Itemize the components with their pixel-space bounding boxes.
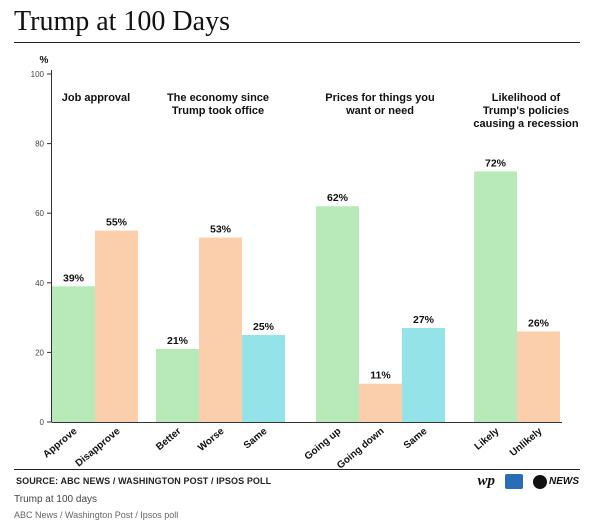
category-label: Going up [303, 426, 344, 463]
y-tick-label: 40 [35, 279, 44, 288]
footer-rule [14, 469, 580, 470]
bar [199, 237, 242, 422]
data-label: 72% [485, 157, 507, 169]
data-label: 62% [327, 192, 349, 204]
ipsos-logo [505, 474, 523, 489]
bar [517, 331, 560, 422]
category-label: Going down [335, 426, 386, 470]
source-note: SOURCE: ABC NEWS / WASHINGTON POST / IPS… [16, 476, 272, 486]
data-label: 53% [210, 224, 232, 236]
bar [359, 383, 402, 422]
category-label: Approve [41, 426, 79, 461]
y-tick-label: 100 [31, 70, 45, 79]
data-label: 26% [528, 318, 550, 330]
category-label: Unlikely [508, 426, 545, 459]
bar-chart: 0 20 40 60 80 100% Job approval 39% Approve 55% Di… [31, 55, 579, 470]
category-label: Better [154, 426, 183, 453]
y-tick-label: 60 [35, 209, 44, 218]
bar [156, 348, 199, 422]
y-tick-label: 0 [40, 418, 45, 427]
abc-news-logo: NEWS [533, 474, 579, 489]
group-title: Job approval [62, 92, 130, 104]
bar [95, 230, 138, 422]
data-label: 21% [167, 335, 189, 347]
data-label: 11% [370, 370, 391, 382]
image-caption: Trump at 100 days [14, 494, 98, 505]
title-rule [14, 42, 580, 43]
bar [316, 206, 359, 422]
y-tick-label: 80 [35, 140, 44, 149]
chart-title: Trump at 100 Days [14, 6, 230, 37]
bar [52, 286, 95, 422]
image-credit: ABC News / Washington Post / Ipsos poll [14, 510, 179, 520]
y-axis-label: % [40, 55, 49, 66]
abc-logo-icon [533, 474, 547, 489]
y-tick-label: 20 [35, 348, 44, 357]
category-label: Likely [473, 426, 502, 453]
data-label: 25% [253, 321, 275, 333]
bar [402, 328, 445, 422]
category-label: Same [242, 426, 270, 452]
group-title: The economy since Trump took office [167, 92, 269, 117]
data-label: 55% [106, 217, 128, 229]
bar [242, 335, 285, 422]
category-label: Same [402, 426, 430, 452]
category-label: Disapprove [74, 426, 123, 470]
group-title: Likelihood of Trump's policies causing a r… [473, 92, 578, 130]
bar [474, 171, 517, 422]
washington-post-logo: wp [477, 473, 495, 489]
data-label: 39% [63, 272, 85, 284]
publisher-logos: wp NEWS [477, 473, 579, 490]
data-label: 27% [413, 314, 435, 326]
group-title: Prices for things you want or need [325, 92, 434, 117]
category-label: Worse [196, 426, 227, 454]
